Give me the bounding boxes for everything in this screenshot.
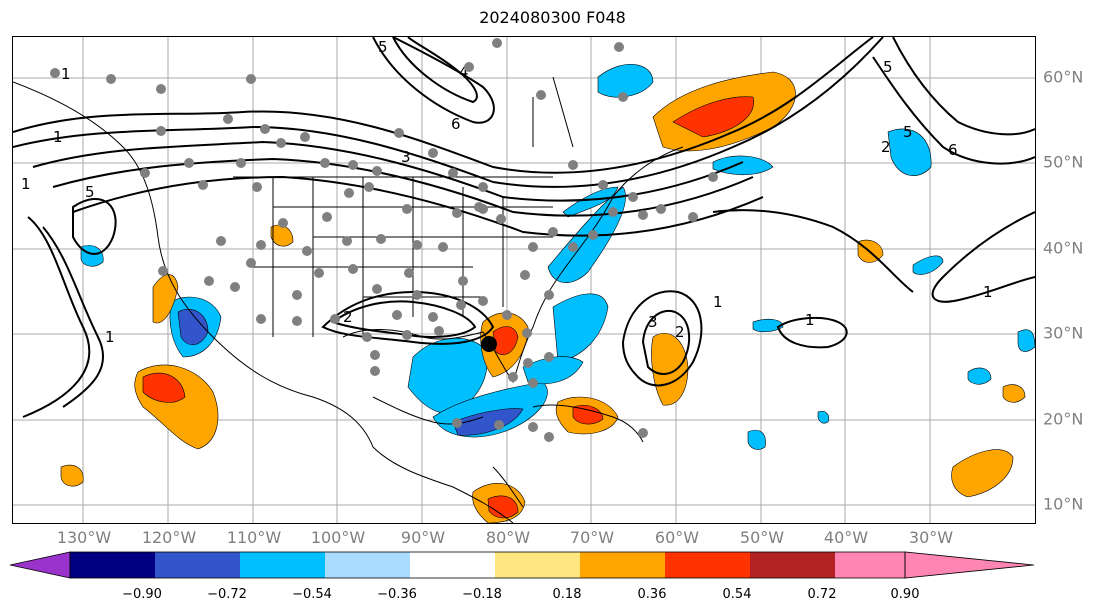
lon-label: 100°W xyxy=(310,528,366,547)
contour-label: 6 xyxy=(948,141,958,159)
contour-labels: 1 1 1 1 1 1 2 2 2 3 3 4 5 5 5 5 6 6 1 xyxy=(21,38,993,346)
lon-label: 30°W xyxy=(908,528,954,547)
station-dots xyxy=(50,38,718,442)
lat-label: 30°N xyxy=(1043,323,1084,343)
map-title: 2024080300 F048 xyxy=(479,8,626,27)
colorbar-segment xyxy=(665,552,750,578)
contour-label: 5 xyxy=(378,38,388,56)
colorbar-tick: −0.18 xyxy=(462,587,502,602)
contour-label: 2 xyxy=(675,323,685,341)
lon-label: 120°W xyxy=(141,528,197,547)
lon-label: 130°W xyxy=(56,528,112,547)
colorbar-tick: 0.54 xyxy=(722,587,752,602)
contour-label: 1 xyxy=(713,293,723,311)
contour-label: 1 xyxy=(21,175,31,193)
contour-label: 5 xyxy=(883,58,893,76)
colorbar-tick: 0.18 xyxy=(552,587,582,602)
contour-label: 1 xyxy=(983,283,993,301)
colorbar-segment xyxy=(495,552,580,578)
colorbar-tick: 0.90 xyxy=(890,587,920,602)
contour-label: 4 xyxy=(459,63,469,81)
map-panel: 1 1 1 1 1 1 2 2 2 3 3 4 5 5 5 5 6 6 1 xyxy=(12,36,1036,524)
colorbar-segment xyxy=(325,552,410,578)
contour-label: 1 xyxy=(805,311,815,329)
colorbar xyxy=(10,551,1035,579)
colorbar-tick: 0.36 xyxy=(637,587,667,602)
lon-label: 70°W xyxy=(569,528,615,547)
colorbar-tick: −0.54 xyxy=(292,587,332,602)
colorbar-segment xyxy=(155,552,240,578)
lat-label: 40°N xyxy=(1043,238,1084,258)
contour-label: 2 xyxy=(881,138,891,156)
contour-label: 3 xyxy=(648,313,658,331)
colorbar-segment xyxy=(835,552,905,578)
contour-label: 3 xyxy=(401,148,411,166)
lat-label: 20°N xyxy=(1043,409,1084,429)
map-canvas: 1 1 1 1 1 1 2 2 2 3 3 4 5 5 5 5 6 6 1 xyxy=(13,37,1035,523)
colorbar-outline xyxy=(69,551,906,579)
colorbar-over-arrow xyxy=(904,551,1035,579)
colorbar-tick: 0.72 xyxy=(807,587,837,602)
lat-label: 50°N xyxy=(1043,152,1084,172)
colorbar-under-arrow xyxy=(10,551,71,579)
coastlines xyxy=(13,76,684,523)
contour-label: 1 xyxy=(105,328,115,346)
colorbar-tick: −0.72 xyxy=(207,587,247,602)
lon-label: 90°W xyxy=(400,528,446,547)
storm-center-marker xyxy=(481,336,497,352)
colorbar-segment xyxy=(240,552,325,578)
contour-label: 2 xyxy=(343,308,353,326)
colorbar-segment xyxy=(70,552,155,578)
lon-label: 110°W xyxy=(226,528,282,547)
lat-label: 10°N xyxy=(1043,494,1084,514)
contour-label: 1 xyxy=(61,65,71,83)
contour-label: 1 xyxy=(53,128,63,146)
colorbar-segment xyxy=(750,552,835,578)
colorbar-tick: −0.36 xyxy=(377,587,417,602)
colorbar-segment xyxy=(580,552,665,578)
colorbar-tick: −0.90 xyxy=(122,587,162,602)
lon-label: 40°W xyxy=(823,528,869,547)
contour-label: 6 xyxy=(451,115,461,133)
colorbar-segment xyxy=(410,552,495,578)
lon-label: 80°W xyxy=(485,528,531,547)
contour-label: 5 xyxy=(85,183,95,201)
lon-label: 60°W xyxy=(654,528,700,547)
contours xyxy=(13,37,1035,418)
lat-label: 60°N xyxy=(1043,67,1084,87)
lon-label: 50°W xyxy=(739,528,785,547)
contour-label: 5 xyxy=(903,123,913,141)
